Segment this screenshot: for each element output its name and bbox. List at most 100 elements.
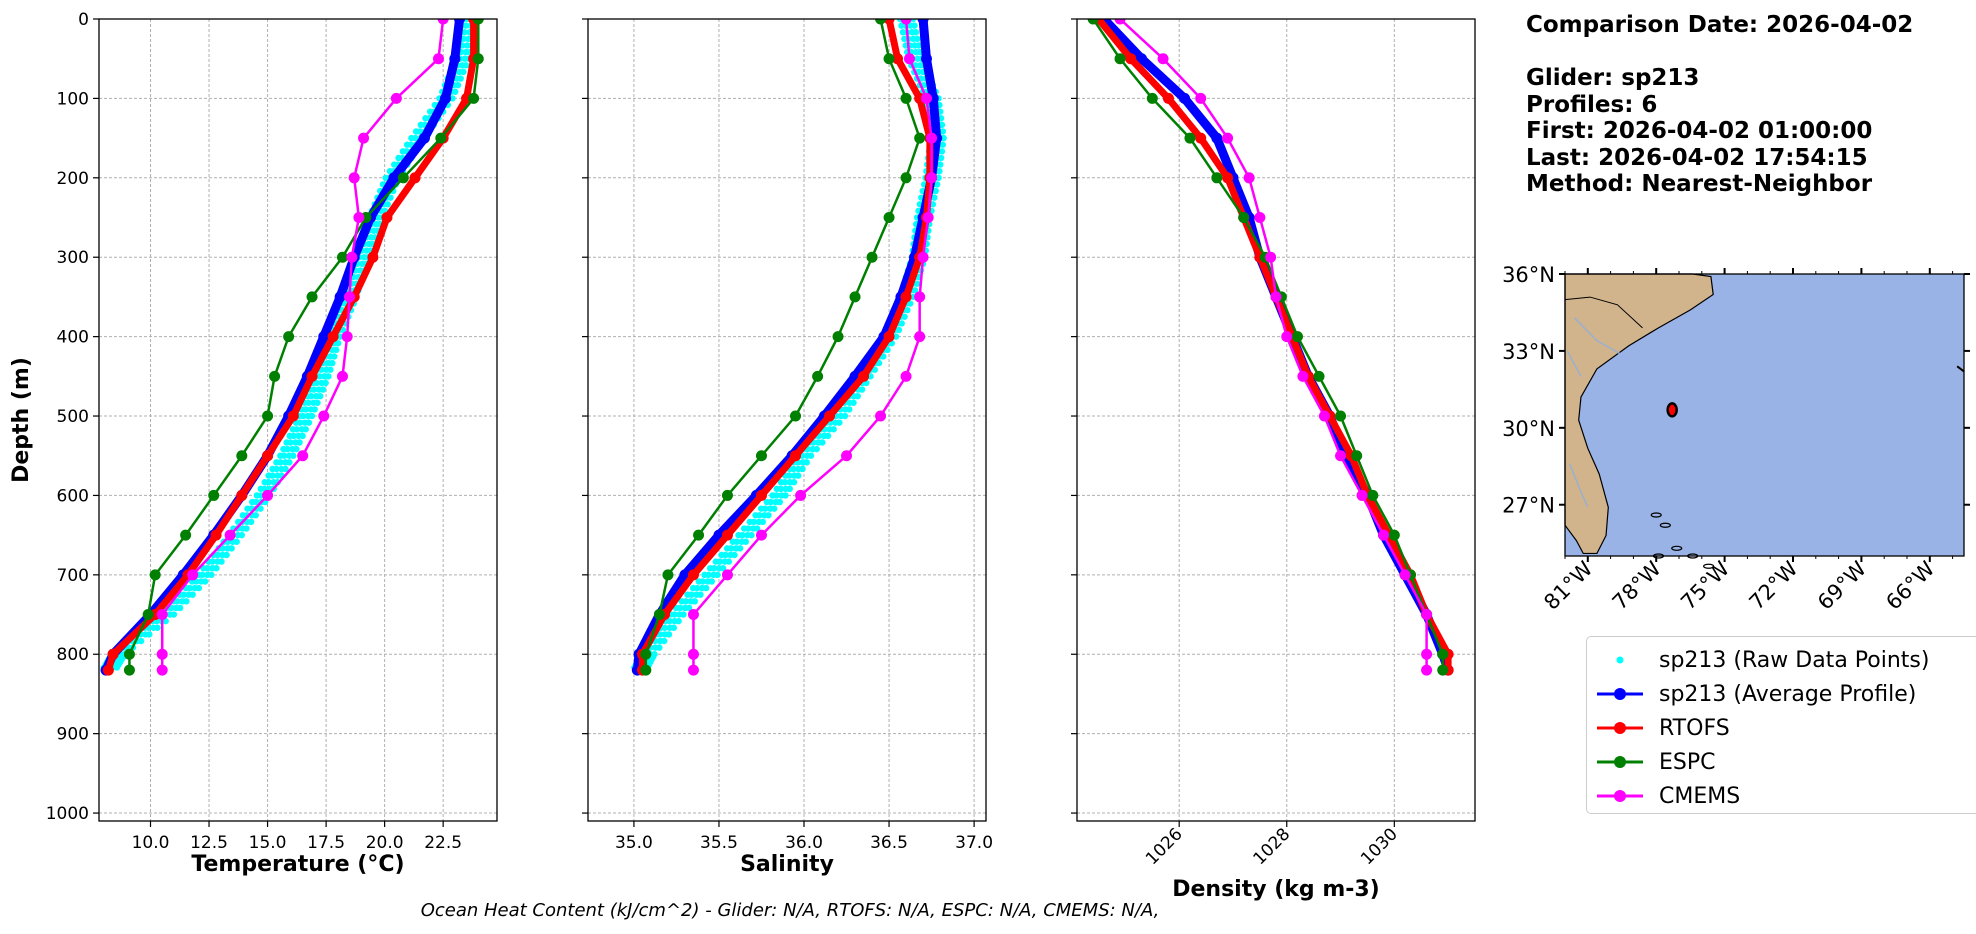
legend-label: ESPC xyxy=(1659,749,1716,775)
raw-point xyxy=(186,584,194,592)
raw-point xyxy=(282,465,289,473)
raw-point xyxy=(846,406,853,413)
raw-point xyxy=(316,373,323,380)
island xyxy=(1956,365,1965,373)
raw-point xyxy=(693,584,701,592)
raw-point xyxy=(702,584,710,592)
raw-point xyxy=(867,373,874,380)
raw-point xyxy=(293,445,300,453)
raw-point xyxy=(308,392,315,400)
raw-point xyxy=(830,426,837,433)
series-marker-rtofs xyxy=(381,212,393,224)
method: Method: Nearest-Neighbor xyxy=(1526,171,1873,197)
raw-point xyxy=(331,353,338,360)
raw-point xyxy=(452,88,459,95)
series-marker-espc xyxy=(693,529,705,541)
raw-point xyxy=(939,141,947,148)
raw-point xyxy=(733,538,741,545)
series-marker-espc xyxy=(123,648,135,660)
raw-point xyxy=(170,611,178,618)
raw-point xyxy=(725,558,733,565)
series-marker-espc xyxy=(900,172,912,184)
raw-point xyxy=(296,419,304,426)
raw-point xyxy=(189,591,196,598)
series-marker-rtofs xyxy=(790,450,802,462)
raw-point xyxy=(714,571,721,579)
axes-frame xyxy=(98,18,498,822)
raw-point xyxy=(716,558,724,565)
y-tick-label: 900 xyxy=(57,725,89,745)
raw-point xyxy=(199,571,206,579)
raw-point xyxy=(665,631,673,638)
raw-point xyxy=(334,340,342,347)
raw-point xyxy=(384,201,391,208)
series-marker-espc xyxy=(914,132,926,144)
raw-point xyxy=(204,565,211,572)
series-marker-cmems xyxy=(1421,648,1433,660)
raw-point xyxy=(911,287,919,294)
series-marker-espc xyxy=(269,370,281,382)
map-x-tick-label: 69°W xyxy=(1813,556,1871,614)
series-line-espc xyxy=(1092,19,1444,671)
series-marker-espc xyxy=(262,410,274,422)
x-tick-label: 12.5 xyxy=(190,833,228,853)
raw-point xyxy=(299,432,306,440)
series-marker-cmems xyxy=(1421,609,1433,621)
raw-point xyxy=(911,22,918,29)
raw-point xyxy=(933,181,941,188)
series-marker-cmems xyxy=(297,450,309,462)
series-marker-cmems xyxy=(187,569,199,581)
series-marker-espc xyxy=(1437,664,1449,676)
series-marker-cmems xyxy=(1281,331,1293,343)
series-marker-cmems xyxy=(1265,251,1277,263)
river xyxy=(1573,317,1621,355)
series-marker-cmems xyxy=(926,172,938,184)
series-marker-espc xyxy=(755,450,767,462)
y-axis-label: Depth (m) xyxy=(9,357,34,483)
series-marker-rtofs xyxy=(287,410,299,422)
series-marker-rtofs xyxy=(409,172,421,184)
map-x-tick-label: 66°W xyxy=(1881,556,1939,614)
legend-item: sp213 (Average Profile) xyxy=(1595,677,1976,711)
y-tick-label: 300 xyxy=(57,248,89,268)
series-marker-espc xyxy=(1114,53,1126,65)
series-marker-cmems xyxy=(920,92,932,104)
series-marker-cmems xyxy=(390,92,402,104)
raw-point xyxy=(311,406,318,413)
comparison-date: Comparison Date: 2026-04-02 xyxy=(1526,12,1914,38)
raw-point xyxy=(676,604,684,612)
series-marker-rtofs xyxy=(102,664,114,676)
raw-point xyxy=(697,591,704,598)
series-marker-sp213-average-profile xyxy=(1211,132,1223,144)
series-line-cmems xyxy=(1119,19,1428,671)
raw-point xyxy=(666,617,673,625)
x-tick-label: 1026 xyxy=(1142,824,1187,869)
map-y-tick-label: 36°N xyxy=(1502,263,1555,287)
series-marker-cmems xyxy=(1114,19,1126,25)
series-line-sp213-average-profile xyxy=(1100,19,1453,672)
legend-swatch xyxy=(1616,656,1624,664)
raw-point xyxy=(269,472,276,479)
x-tick-label: 37.0 xyxy=(955,833,993,853)
raw-point xyxy=(233,538,240,545)
series-marker-cmems xyxy=(1318,410,1330,422)
x-tick-label: 20.0 xyxy=(366,833,404,853)
raw-point xyxy=(807,452,815,459)
raw-point xyxy=(776,498,784,506)
series-marker-rtofs xyxy=(1125,53,1137,65)
series-marker-espc xyxy=(812,370,824,382)
series-marker-rtofs xyxy=(824,410,836,422)
series-marker-cmems xyxy=(156,664,168,676)
map-frame xyxy=(1564,273,1965,557)
raw-point xyxy=(277,459,284,466)
raw-point xyxy=(219,545,226,552)
raw-point xyxy=(708,578,715,585)
series-marker-sp213-average-profile xyxy=(454,19,466,25)
raw-point xyxy=(915,42,922,49)
series-marker-rtofs xyxy=(327,331,339,343)
info-panel: Comparison Date: 2026-04-02 Glider: sp21… xyxy=(1526,12,1913,198)
x-axis-label: Density (kg m-3) xyxy=(1172,877,1380,902)
series-marker-cmems xyxy=(1399,569,1411,581)
raw-point xyxy=(858,386,866,393)
raw-point xyxy=(786,472,793,479)
